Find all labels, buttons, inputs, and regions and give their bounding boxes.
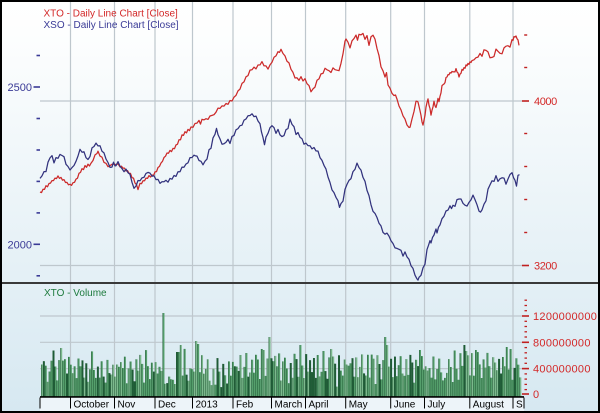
svg-text:July: July — [428, 400, 446, 411]
svg-text:2500: 2500 — [8, 82, 32, 94]
svg-text:4000: 4000 — [534, 96, 557, 108]
svg-text:400000000: 400000000 — [533, 364, 591, 376]
svg-text:Nov: Nov — [118, 400, 136, 411]
svg-text:May: May — [349, 400, 368, 411]
svg-text:0: 0 — [533, 389, 539, 401]
svg-text:S: S — [516, 400, 523, 411]
svg-text:March: March — [275, 400, 303, 411]
svg-text:XTO - Daily Line Chart [Close]: XTO - Daily Line Chart [Close] — [44, 9, 179, 20]
svg-text:October: October — [74, 400, 110, 411]
svg-text:2000: 2000 — [8, 239, 32, 251]
svg-text:June: June — [394, 400, 416, 411]
svg-text:XTO - Volume: XTO - Volume — [44, 288, 107, 299]
svg-text:2013: 2013 — [196, 400, 219, 411]
svg-text:April: April — [309, 400, 329, 411]
svg-text:Dec: Dec — [158, 400, 176, 411]
svg-text:1200000000: 1200000000 — [533, 311, 597, 323]
svg-text:3200: 3200 — [534, 261, 557, 273]
svg-text:XSO - Daily Line Chart [Close]: XSO - Daily Line Chart [Close] — [44, 20, 179, 31]
svg-text:August: August — [473, 400, 504, 411]
svg-text:800000000: 800000000 — [533, 337, 591, 349]
svg-text:Feb: Feb — [236, 400, 254, 411]
